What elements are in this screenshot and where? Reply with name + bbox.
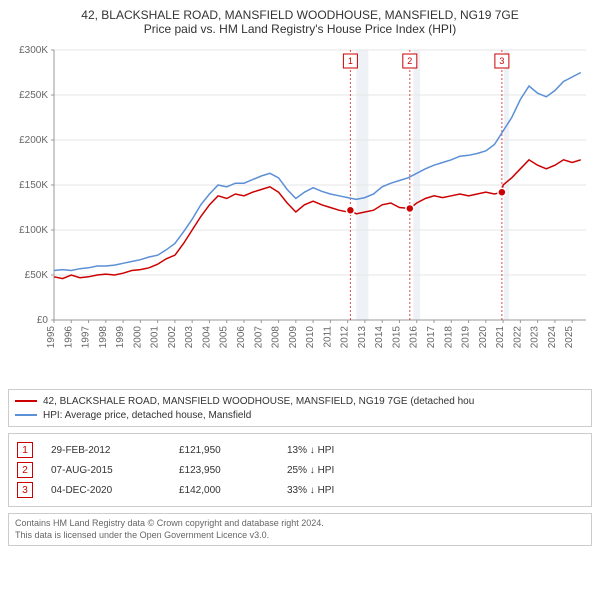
legend-item: HPI: Average price, detached house, Mans… bbox=[15, 408, 585, 422]
sale-dot bbox=[346, 206, 354, 214]
x-tick-label: 1997 bbox=[81, 326, 92, 349]
sale-dot bbox=[406, 204, 414, 212]
x-tick-label: 2014 bbox=[374, 326, 385, 349]
x-tick-label: 2018 bbox=[443, 326, 454, 349]
y-tick-label: £250K bbox=[19, 90, 48, 101]
x-tick-label: 2011 bbox=[322, 326, 333, 348]
sale-marker-number: 3 bbox=[499, 56, 504, 66]
x-tick-label: 2017 bbox=[426, 326, 437, 349]
x-tick-label: 2003 bbox=[184, 326, 195, 349]
x-tick-label: 2015 bbox=[391, 326, 402, 349]
x-tick-label: 2013 bbox=[357, 326, 368, 349]
sale-date: 07-AUG-2015 bbox=[51, 465, 161, 476]
x-tick-label: 1996 bbox=[63, 326, 74, 349]
sale-diff-vs-hpi: 25% ↓ HPI bbox=[287, 465, 387, 476]
sales-row: 1 29-FEB-2012 £121,950 13% ↓ HPI bbox=[17, 440, 583, 460]
x-tick-label: 2010 bbox=[305, 326, 316, 349]
legend-swatch bbox=[15, 400, 37, 402]
x-tick-label: 2005 bbox=[219, 326, 230, 349]
sale-price: £121,950 bbox=[179, 445, 269, 456]
x-tick-label: 2006 bbox=[236, 326, 247, 349]
x-tick-label: 2019 bbox=[461, 326, 472, 349]
chart-container: £0 £50K £100K £150K £200K £250K £300K 1995 1996 1… bbox=[8, 40, 592, 383]
x-tick-label: 2004 bbox=[201, 326, 212, 349]
y-tick-label: £100K bbox=[19, 225, 48, 236]
y-tick-label: £300K bbox=[19, 45, 48, 56]
x-tick-label: 1995 bbox=[46, 326, 57, 349]
sale-diff-vs-hpi: 33% ↓ HPI bbox=[287, 485, 387, 496]
sale-number-badge: 1 bbox=[17, 442, 33, 458]
legend-swatch bbox=[15, 414, 37, 416]
x-tick-label: 2020 bbox=[478, 326, 489, 349]
y-tick-label: £150K bbox=[19, 180, 48, 191]
chart-title-line1: 42, BLACKSHALE ROAD, MANSFIELD WOODHOUSE… bbox=[8, 8, 592, 22]
x-tick-label: 2024 bbox=[547, 326, 558, 349]
x-tick-label: 1998 bbox=[98, 326, 109, 349]
x-tick-label: 2021 bbox=[495, 326, 506, 349]
sales-row: 3 04-DEC-2020 £142,000 33% ↓ HPI bbox=[17, 480, 583, 500]
x-tick-label: 2002 bbox=[167, 326, 178, 349]
x-tick-label: 2022 bbox=[512, 326, 523, 349]
chart-title-line2: Price paid vs. HM Land Registry's House … bbox=[8, 22, 592, 36]
y-tick-label: £0 bbox=[37, 315, 49, 326]
footer-line2: This data is licensed under the Open Gov… bbox=[15, 530, 585, 542]
legend-label: HPI: Average price, detached house, Mans… bbox=[43, 410, 251, 421]
legend: 42, BLACKSHALE ROAD, MANSFIELD WOODHOUSE… bbox=[8, 389, 592, 427]
sale-date: 29-FEB-2012 bbox=[51, 445, 161, 456]
x-tick-label: 2023 bbox=[530, 326, 541, 349]
sale-marker-number: 1 bbox=[348, 56, 353, 66]
footer-line1: Contains HM Land Registry data © Crown c… bbox=[15, 518, 585, 530]
sale-price: £142,000 bbox=[179, 485, 269, 496]
x-tick-label: 2001 bbox=[150, 326, 161, 349]
x-tick-label: 2025 bbox=[564, 326, 575, 349]
legend-label: 42, BLACKSHALE ROAD, MANSFIELD WOODHOUSE… bbox=[43, 396, 474, 407]
sale-price: £123,950 bbox=[179, 465, 269, 476]
x-tick-label: 2008 bbox=[271, 326, 282, 349]
attribution-footer: Contains HM Land Registry data © Crown c… bbox=[8, 513, 592, 546]
sales-row: 2 07-AUG-2015 £123,950 25% ↓ HPI bbox=[17, 460, 583, 480]
sale-diff-vs-hpi: 13% ↓ HPI bbox=[287, 445, 387, 456]
sale-marker-number: 2 bbox=[407, 56, 412, 66]
legend-item: 42, BLACKSHALE ROAD, MANSFIELD WOODHOUSE… bbox=[15, 394, 585, 408]
sales-table: 1 29-FEB-2012 £121,950 13% ↓ HPI 2 07-AUG-201… bbox=[8, 433, 592, 507]
y-tick-label: £200K bbox=[19, 135, 48, 146]
x-tick-label: 2009 bbox=[288, 326, 299, 349]
x-tick-label: 2007 bbox=[253, 326, 264, 349]
y-tick-label: £50K bbox=[25, 270, 49, 281]
chart-title-block: 42, BLACKSHALE ROAD, MANSFIELD WOODHOUSE… bbox=[8, 8, 592, 36]
x-tick-label: 2000 bbox=[132, 326, 143, 349]
sale-dot bbox=[498, 188, 506, 196]
sale-number-badge: 3 bbox=[17, 482, 33, 498]
sale-date: 04-DEC-2020 bbox=[51, 485, 161, 496]
x-tick-label: 1999 bbox=[115, 326, 126, 349]
x-tick-label: 2016 bbox=[409, 326, 420, 349]
sale-number-badge: 2 bbox=[17, 462, 33, 478]
price-chart: £0 £50K £100K £150K £200K £250K £300K 1995 1996 1… bbox=[8, 40, 592, 380]
x-tick-label: 2012 bbox=[340, 326, 351, 349]
